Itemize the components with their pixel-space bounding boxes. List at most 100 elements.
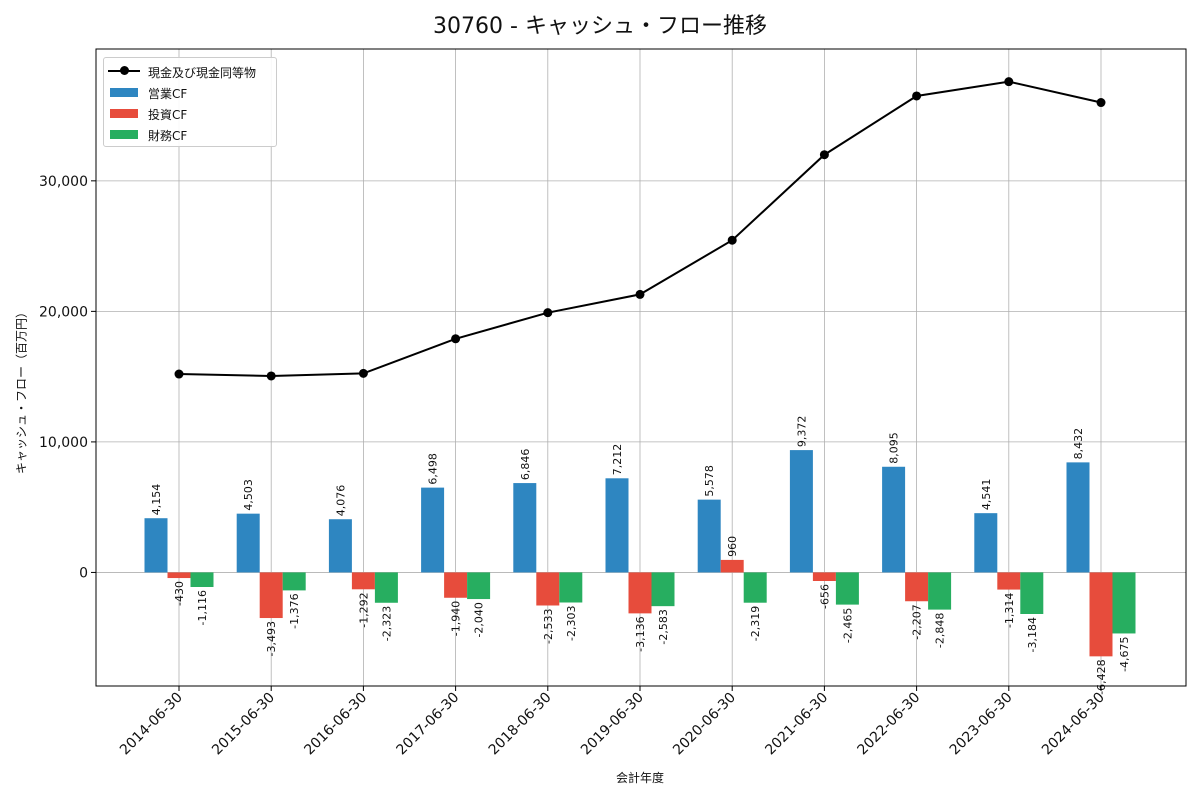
y-tick-label: 0 — [79, 565, 88, 581]
data-label: -2,465 — [841, 608, 854, 643]
legend-swatch-investing — [110, 109, 138, 118]
y-axis-label: キャッシュ・フロー（百万円） — [14, 305, 29, 475]
data-label: 4,503 — [242, 479, 255, 511]
bar-operating — [513, 483, 537, 573]
bar-operating — [236, 513, 260, 573]
x-tick-label: 2023-06-30 — [947, 690, 1016, 759]
bar-financing — [1020, 572, 1044, 614]
x-tick-label: 2019-06-30 — [578, 690, 647, 759]
bar-operating — [882, 466, 906, 573]
bar-financing — [743, 572, 767, 603]
bar-operating — [974, 513, 998, 573]
data-label: -3,136 — [634, 616, 647, 651]
bar-financing — [282, 572, 306, 591]
bar-operating — [144, 518, 168, 573]
legend-item-operating: 営業CF — [104, 82, 276, 102]
x-axis-label: 会計年度 — [615, 771, 665, 785]
legend-label-operating: 営業CF — [148, 87, 188, 101]
x-tick-label: 2022-06-30 — [855, 690, 924, 759]
bar-operating — [328, 519, 352, 573]
cash-point — [819, 150, 829, 160]
legend-label-financing: 財務CF — [148, 129, 188, 143]
bar-financing — [374, 572, 398, 603]
cash-point — [451, 334, 461, 344]
data-label: -3,184 — [1026, 617, 1039, 652]
legend: 現金及び現金同等物 営業CF 投資CF 財務CF — [103, 57, 277, 147]
data-label: -2,323 — [380, 606, 393, 641]
cash-point — [912, 91, 922, 101]
bar-operating — [697, 499, 721, 573]
legend-swatch-operating — [110, 88, 138, 97]
x-tick-label: 2024-06-30 — [1039, 690, 1108, 759]
bar-financing — [651, 572, 675, 607]
data-label: -1,116 — [196, 590, 209, 625]
legend-item-financing: 財務CF — [104, 124, 276, 144]
data-label: -2,319 — [749, 606, 762, 641]
x-tick-label: 2018-06-30 — [486, 690, 555, 759]
bar-investing — [812, 572, 836, 581]
bar-investing — [628, 572, 652, 614]
data-label: -2,040 — [473, 602, 486, 637]
data-label: -1,314 — [1003, 593, 1016, 628]
bar-investing — [1089, 572, 1113, 657]
bar-financing — [1112, 572, 1136, 634]
bar-operating — [1066, 462, 1090, 573]
bar-financing — [467, 572, 491, 600]
bar-operating — [789, 450, 813, 573]
chart-title: 30760 - キャッシュ・フロー推移 — [433, 14, 767, 39]
legend-line-marker — [108, 66, 140, 75]
y-tick-label: 20,000 — [39, 304, 88, 320]
legend-swatch-financing — [110, 130, 138, 139]
legend-item-investing: 投資CF — [104, 103, 276, 123]
data-label: -2,848 — [934, 613, 947, 648]
data-label: 5,578 — [703, 465, 716, 497]
data-label: -1,292 — [357, 592, 370, 627]
x-tick-label: 2020-06-30 — [670, 690, 739, 759]
cash-point — [266, 371, 276, 381]
data-label: 9,372 — [795, 416, 808, 448]
data-label: 960 — [726, 536, 739, 557]
data-label: 7,212 — [611, 444, 624, 476]
bar-investing — [444, 572, 468, 598]
bar-financing — [559, 572, 583, 603]
cash-point — [174, 369, 184, 379]
bar-operating — [421, 487, 445, 573]
plot-frame — [95, 48, 1187, 687]
data-label: 8,095 — [888, 432, 901, 464]
x-tick-label: 2017-06-30 — [394, 690, 463, 759]
cash-point — [635, 289, 645, 299]
bar-investing — [720, 559, 744, 573]
data-label: 6,846 — [519, 449, 532, 481]
cash-point — [1096, 98, 1106, 108]
data-label: 4,541 — [980, 479, 993, 511]
cash-point — [1004, 77, 1014, 87]
bar-investing — [259, 572, 283, 619]
bar-investing — [997, 572, 1021, 590]
data-label: 4,154 — [150, 484, 163, 516]
data-label: -430 — [173, 581, 186, 606]
cash-point — [727, 235, 737, 245]
data-label: 8,432 — [1072, 428, 1085, 460]
data-label: -2,207 — [911, 604, 924, 639]
bar-financing — [190, 572, 214, 588]
legend-item-cash: 現金及び現金同等物 — [104, 61, 276, 81]
bar-investing — [536, 572, 560, 606]
bar-financing — [835, 572, 859, 605]
bar-investing — [351, 572, 375, 590]
y-tick-label: 30,000 — [39, 174, 88, 190]
x-tick-label: 2014-06-30 — [117, 690, 186, 759]
legend-label-cash: 現金及び現金同等物 — [148, 66, 257, 80]
bar-investing — [167, 572, 191, 579]
y-tick-label: 10,000 — [39, 435, 88, 451]
data-label: -656 — [818, 584, 831, 609]
data-label: -3,493 — [265, 621, 278, 656]
data-label: -1,376 — [288, 593, 301, 628]
data-label: -2,303 — [565, 605, 578, 640]
legend-label-investing: 投資CF — [148, 108, 188, 122]
data-label: -2,583 — [657, 609, 670, 644]
data-label: -4,675 — [1118, 636, 1131, 671]
bar-operating — [605, 478, 629, 573]
x-tick-label: 2016-06-30 — [301, 690, 370, 759]
x-tick-label: 2015-06-30 — [209, 690, 278, 759]
